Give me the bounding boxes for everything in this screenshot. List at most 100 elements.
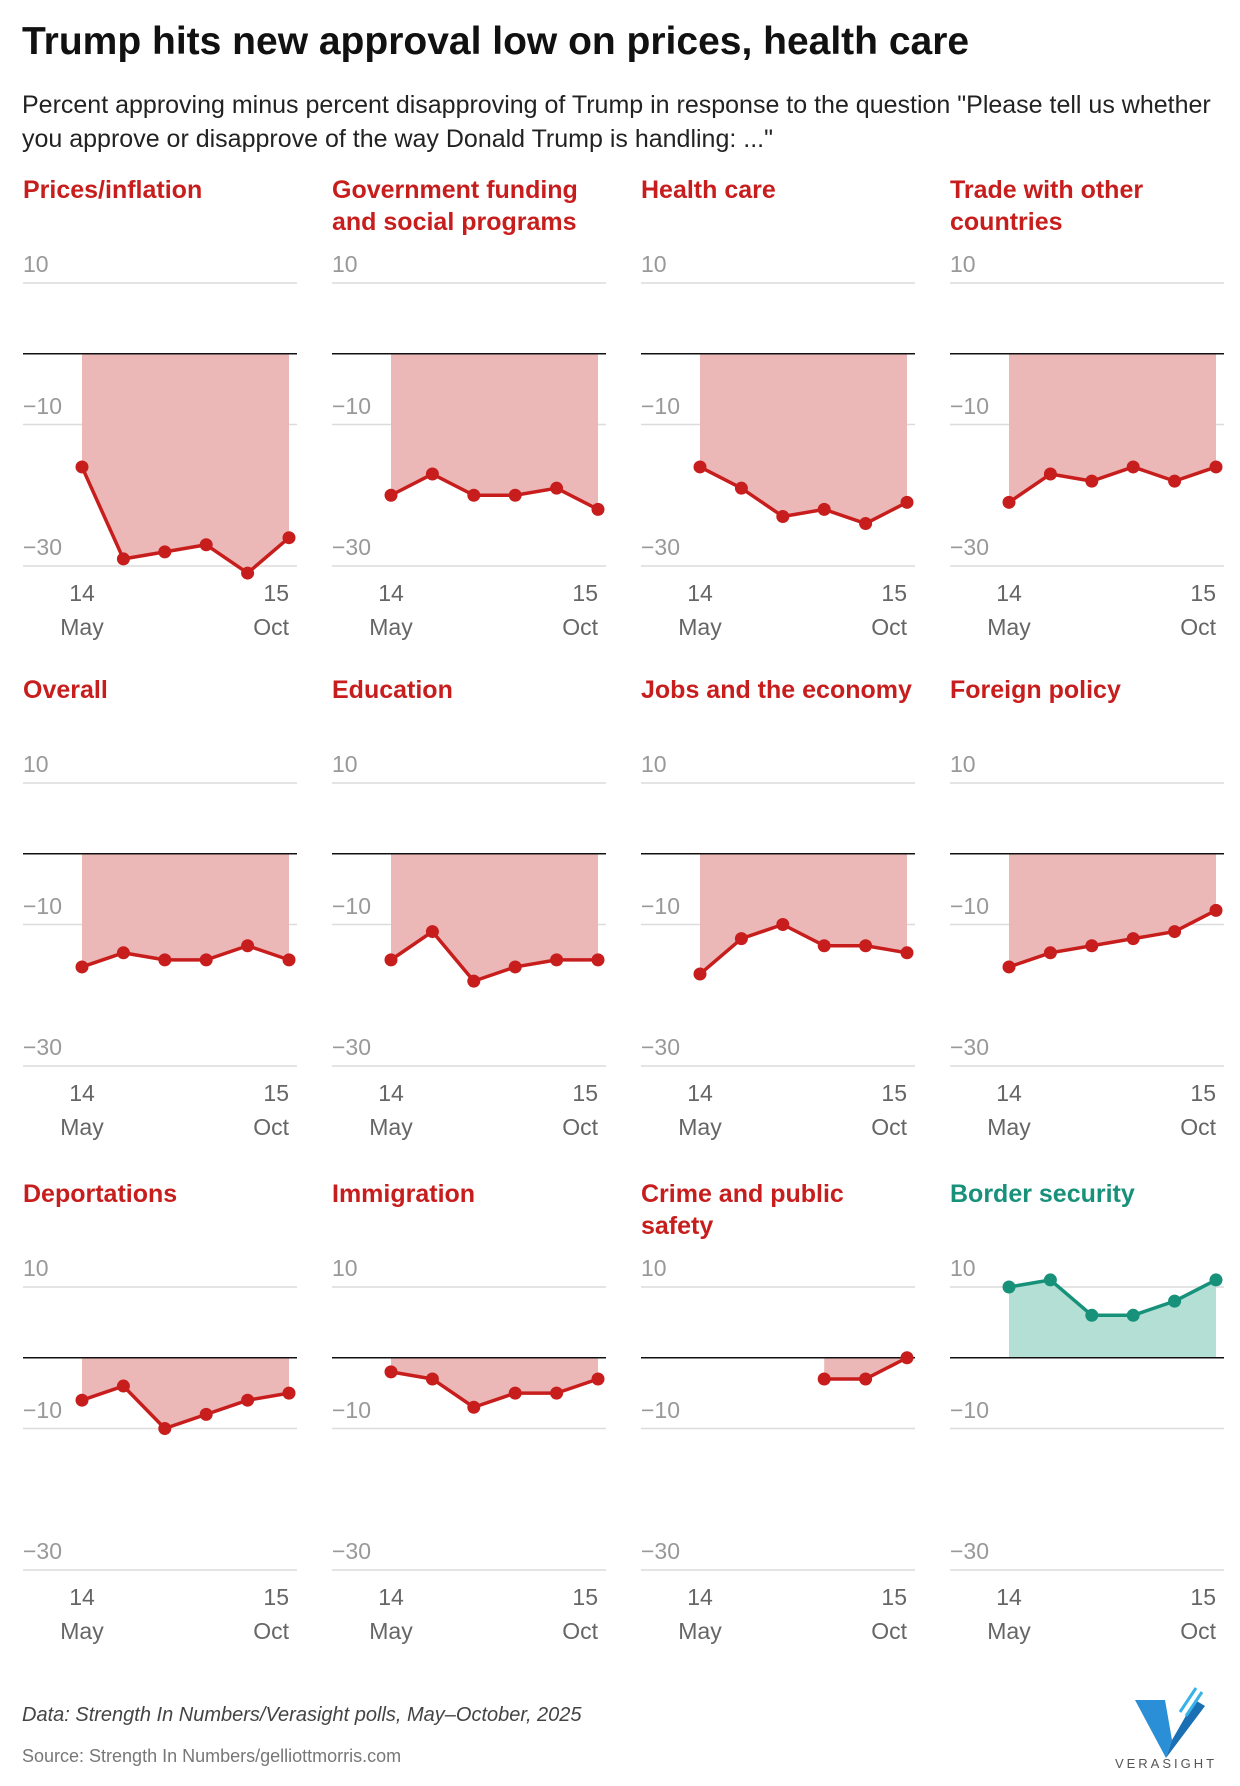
point [900,946,914,960]
y-tick-label: 10 [332,751,358,777]
point [1168,474,1182,488]
point [425,925,439,939]
point [1126,1308,1140,1322]
y-tick-label: −10 [950,1396,990,1423]
y-tick-label: −30 [950,1538,990,1564]
line [81,1384,290,1431]
point [1085,1308,1099,1322]
y-tick-label: 10 [950,1255,976,1281]
y-tick-label: −10 [950,892,990,919]
x-tick-label: 15 Oct [1180,1584,1216,1644]
x-tick-label: 15 Oct [253,580,289,640]
x-tick-label: 15 Oct [871,580,907,640]
point [1209,903,1223,917]
logo-mark [1135,1687,1205,1758]
x-tick-label: 14 May [369,1584,413,1644]
area [391,1357,598,1408]
x-tick-label: 15 Oct [562,1080,598,1140]
y-tick-label: −30 [641,534,681,560]
panel-title: Foreign policy [950,676,1121,704]
y-tick-label: −10 [23,892,63,919]
point [1126,932,1140,946]
x-tick-label: 14 May [987,1080,1031,1140]
point [1043,946,1057,960]
area [700,853,907,975]
y-tick-label: −10 [23,1396,63,1423]
y-tick-label: −30 [332,1538,372,1564]
x-tick-label: 14 May [678,1080,722,1140]
panel-title: Health care [641,176,776,204]
source-note: Source: Strength In Numbers/gelliottmorr… [22,1746,402,1766]
line [699,465,908,526]
area [824,1357,907,1379]
point [467,974,481,988]
chart-title: Trump hits new approval low on prices, h… [22,20,970,63]
y-tick-label: −30 [641,1034,681,1060]
point [817,1372,831,1386]
y-tick-label: −10 [950,392,990,419]
y-tick-label: 10 [332,251,358,277]
point [1002,495,1016,509]
line [390,929,598,983]
x-tick-label: 14 May [369,1080,413,1140]
x-tick-label: 15 Oct [871,1584,907,1644]
area [82,353,289,574]
area [82,853,289,967]
point [693,967,707,981]
line [390,1370,599,1410]
point [282,953,296,967]
y-tick-label: −30 [23,534,63,560]
y-tick-label: −10 [641,892,681,919]
point [776,918,790,931]
panel-title: Jobs and the economy [641,676,912,704]
panel-title: Crime and public safety [641,1180,844,1240]
area [391,853,598,982]
point [734,932,748,946]
area [82,1357,289,1429]
data-note: Data: Strength In Numbers/Verasight poll… [22,1704,582,1726]
y-tick-label: −10 [641,1396,681,1423]
line [1008,1278,1217,1318]
point [116,1379,130,1393]
point [116,946,130,960]
y-tick-label: 10 [641,251,667,277]
x-tick-label: 14 May [369,580,413,640]
point [859,1372,873,1386]
y-tick-label: −30 [332,1034,372,1060]
x-tick-label: 15 Oct [253,1584,289,1644]
point [508,488,522,502]
y-tick-label: −30 [332,534,372,560]
x-tick-label: 15 Oct [562,1584,598,1644]
x-tick-label: 14 May [60,580,104,640]
point [776,509,790,523]
point [1002,1280,1016,1294]
point [900,495,914,509]
panel-title: Overall [23,676,108,704]
point [693,460,707,474]
x-tick-label: 14 May [678,1584,722,1644]
point [75,960,89,974]
x-tick-label: 15 Oct [1180,580,1216,640]
y-tick-label: 10 [950,251,976,277]
y-tick-label: −10 [332,892,372,919]
x-tick-label: 14 May [987,1584,1031,1644]
y-tick-label: −10 [332,1396,372,1423]
x-tick-label: 14 May [60,1584,104,1644]
y-tick-label: −30 [641,1538,681,1564]
point [116,552,130,566]
area [700,353,907,524]
point [859,939,873,953]
line [390,472,599,511]
y-tick-label: 10 [23,751,49,777]
point [158,1422,172,1435]
line [1008,465,1217,504]
panel-title: Border security [950,1180,1135,1208]
x-tick-label: 15 Oct [871,1080,907,1140]
line [698,922,908,976]
point [1209,460,1223,474]
point [158,953,172,967]
y-tick-label: −30 [23,1538,63,1564]
panel-title: Deportations [23,1180,178,1208]
x-tick-label: 15 Oct [562,580,598,640]
